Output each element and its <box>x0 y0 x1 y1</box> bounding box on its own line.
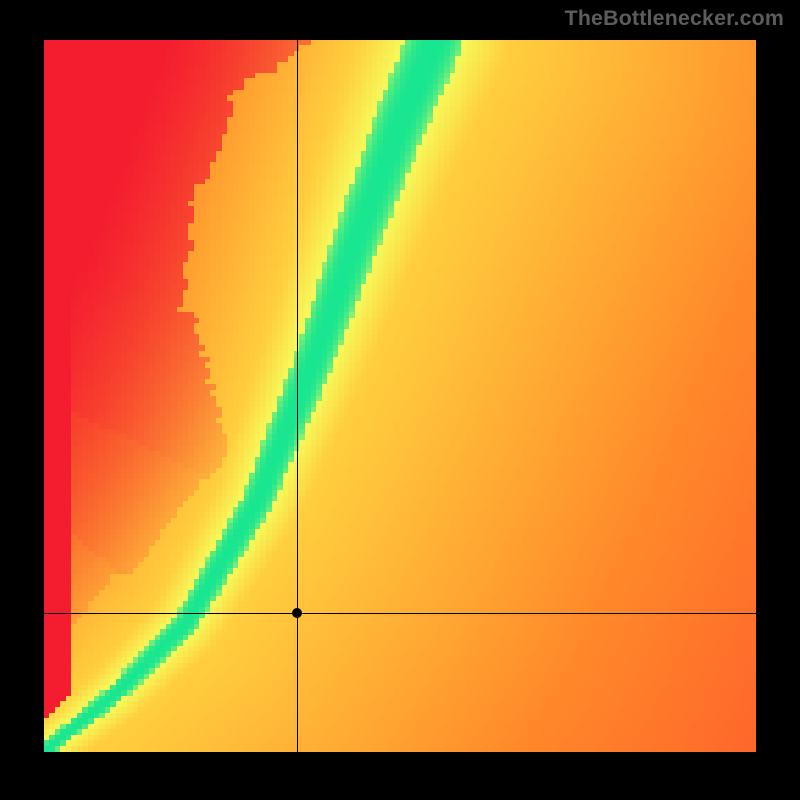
crosshair-dot <box>292 608 302 618</box>
crosshair-vertical <box>297 40 298 752</box>
crosshair-horizontal <box>44 613 756 614</box>
watermark-text: TheBottlenecker.com <box>565 6 784 31</box>
bottleneck-heatmap <box>44 40 756 752</box>
page-root: TheBottlenecker.com <box>0 0 800 800</box>
